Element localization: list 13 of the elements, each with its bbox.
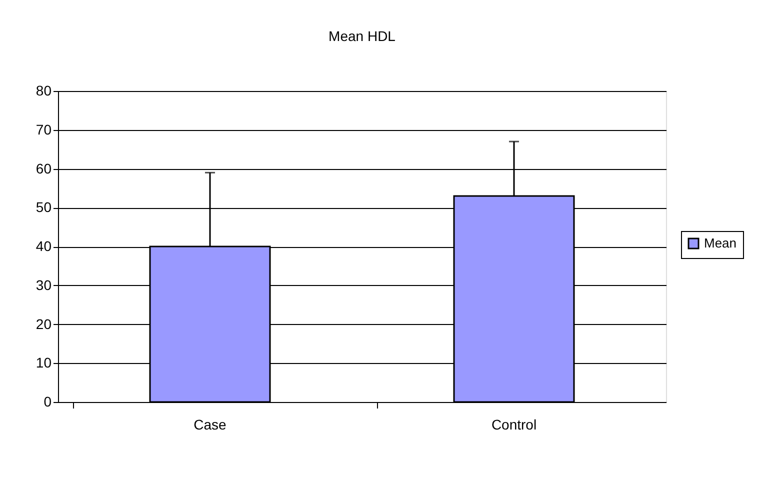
y-tick-label: 20 <box>36 316 52 332</box>
y-tick-label: 60 <box>36 160 52 176</box>
y-tick-label: 50 <box>36 199 52 216</box>
y-tick-label: 80 <box>36 82 52 98</box>
y-tick-label: 70 <box>36 121 52 138</box>
x-tick-label: Control <box>491 416 537 432</box>
y-tick-label: 0 <box>44 394 52 410</box>
x-tick-label: Case <box>194 416 227 432</box>
y-tick-label: 30 <box>36 276 52 293</box>
chart-title: Mean HDL <box>328 28 396 44</box>
y-tick-label: 10 <box>36 354 52 371</box>
legend-label: Mean <box>704 236 737 250</box>
y-tick-label: 40 <box>36 238 52 254</box>
